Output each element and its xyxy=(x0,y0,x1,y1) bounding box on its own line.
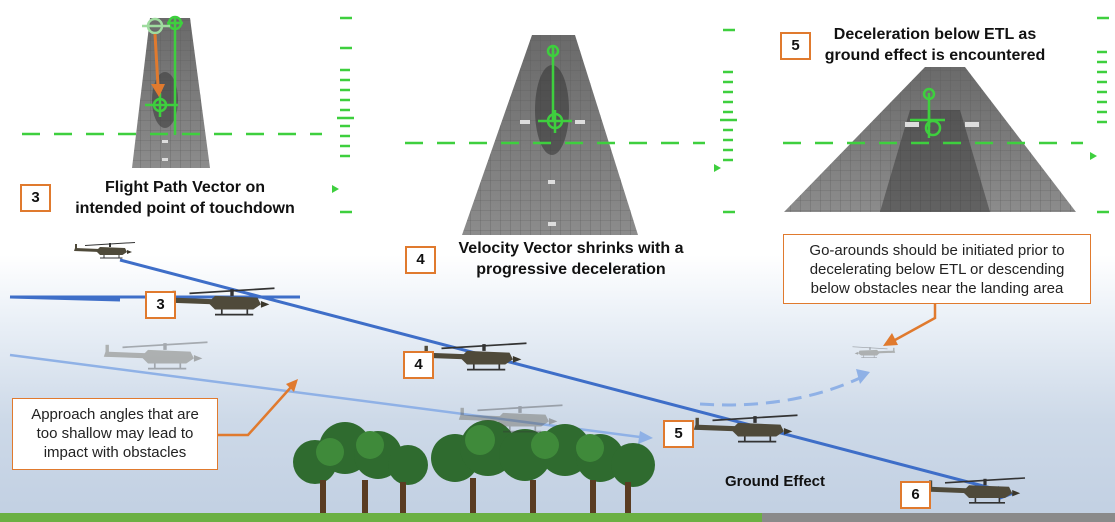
helicopter-7 xyxy=(852,346,896,358)
ground-landing-area xyxy=(762,513,1115,522)
helicopter-4 xyxy=(421,342,528,371)
step-badge-5: 5 xyxy=(663,420,694,448)
go-around-callout: Go-arounds should be initiated prior to … xyxy=(783,234,1091,304)
go-around-line3: below obstacles near the landing area xyxy=(810,280,1064,297)
shallow-line3: impact with obstacles xyxy=(43,444,187,461)
panel-caption-5-line2: ground effect is encountered xyxy=(824,47,1046,64)
helicopter-8 xyxy=(926,477,1026,504)
shallow-line1: Approach angles that are xyxy=(31,406,199,423)
runway-view-1 xyxy=(132,18,210,168)
go-around-line2: decelerating below ETL or descending xyxy=(809,261,1065,278)
helicopter-3 xyxy=(102,341,209,370)
panel-caption-3-line1: Flight Path Vector on xyxy=(104,179,265,196)
panel-caption-5-line1: Deceleration below ETL as xyxy=(833,26,1037,43)
panel-caption-5: Deceleration below ETL as ground effect … xyxy=(810,24,1060,66)
go-around-line1: Go-arounds should be initiated prior to xyxy=(809,242,1065,259)
helicopter-1 xyxy=(73,242,136,259)
step-badge-4-panel: 4 xyxy=(405,246,436,274)
panel-caption-4-line1: Velocity Vector shrinks with a xyxy=(458,240,684,257)
step-badge-3: 3 xyxy=(145,291,176,319)
panel-caption-3: Flight Path Vector on intended point of … xyxy=(55,177,315,219)
step-badge-6: 6 xyxy=(900,481,931,509)
step-badge-3-panel: 3 xyxy=(20,184,51,212)
shallow-angle-callout: Approach angles that are too shallow may… xyxy=(12,398,218,470)
obstacle-trees xyxy=(293,420,655,514)
panel-caption-4: Velocity Vector shrinks with a progressi… xyxy=(435,238,707,280)
runway-view-3 xyxy=(784,67,1076,212)
step-badge-5-panel: 5 xyxy=(780,32,811,60)
helicopter-2 xyxy=(169,287,276,316)
step-badge-4: 4 xyxy=(403,351,434,379)
helicopter-6 xyxy=(692,414,799,443)
panel-caption-3-line2: intended point of touchdown xyxy=(75,200,295,217)
ground-effect-label: Ground Effect xyxy=(725,473,825,490)
panel-caption-4-line2: progressive deceleration xyxy=(476,261,666,278)
runway-view-2 xyxy=(462,35,638,235)
ground-grass xyxy=(0,513,762,522)
shallow-line2: too shallow may lead to xyxy=(36,425,194,442)
